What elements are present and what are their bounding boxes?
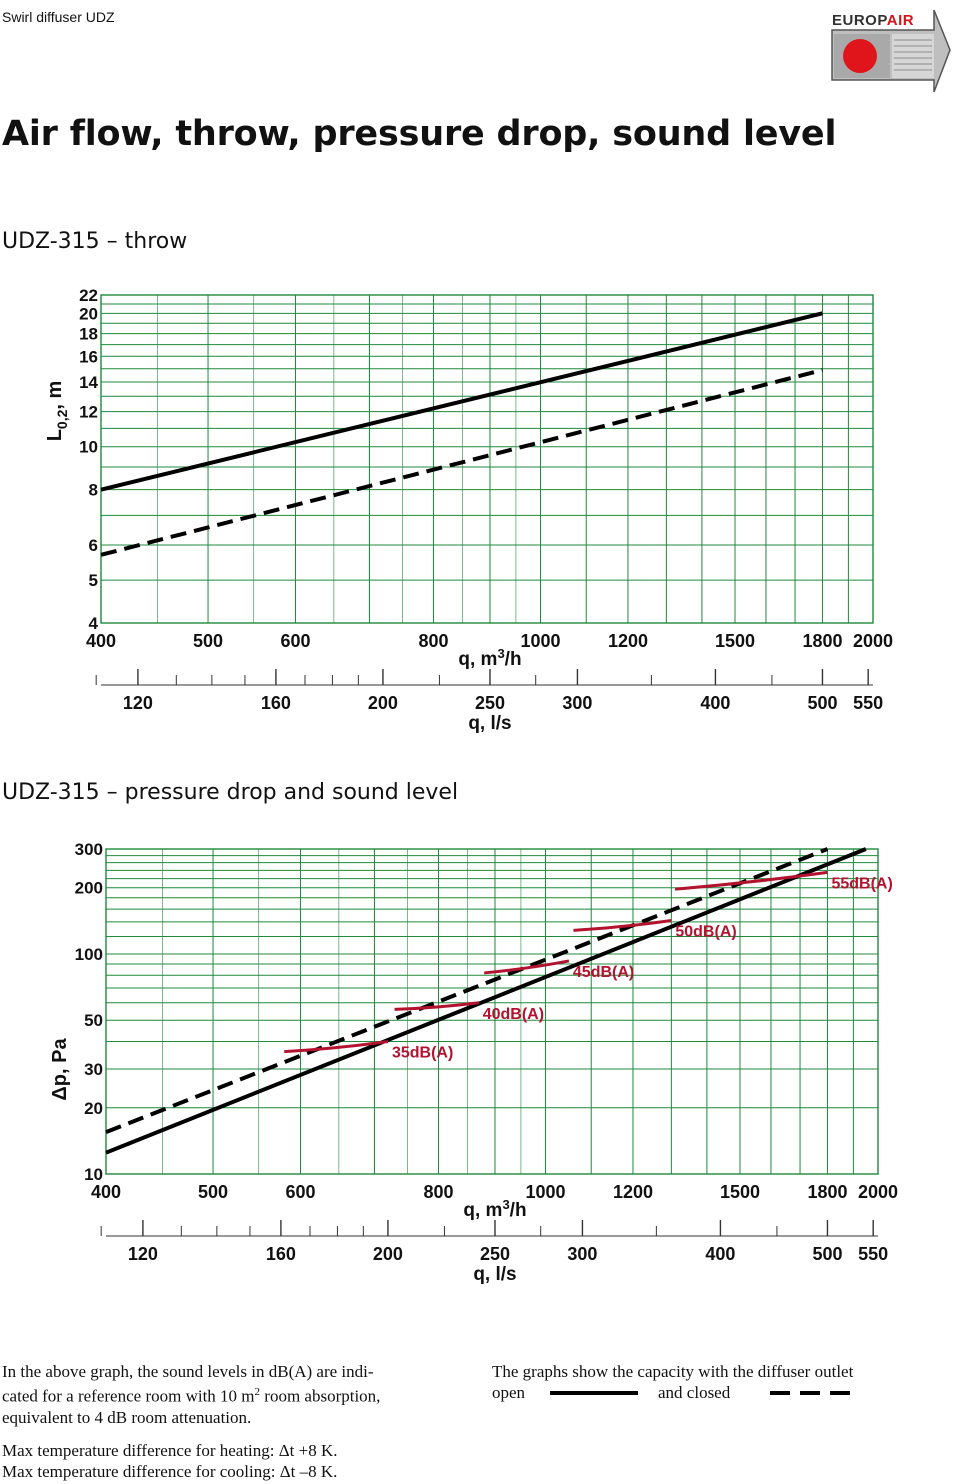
legend-dashed-line	[770, 1391, 860, 1395]
x-tick-label: 800	[423, 1182, 453, 1202]
legend-row: open and closed	[492, 1382, 952, 1403]
x-tick-label: 500	[198, 1182, 228, 1202]
sound-level-curve	[394, 1001, 479, 1011]
y-tick-label: 100	[75, 945, 103, 964]
x-tick-label: 400	[91, 1182, 121, 1202]
x-tick-label: 500	[193, 631, 223, 651]
secondary-tick-label: 500	[807, 693, 837, 713]
plot-frame	[105, 848, 879, 1175]
secondary-tick-label: 300	[562, 693, 592, 713]
sound-level-label: 40dB(A)	[483, 1006, 544, 1023]
legend-closed-label: and closed	[658, 1383, 731, 1402]
x-tick-label: 1800	[802, 631, 842, 651]
y-tick-label: 300	[75, 840, 103, 859]
y-tick-label: 30	[84, 1060, 103, 1079]
x-tick-label: 1200	[608, 631, 648, 651]
y-tick-label: 22	[79, 286, 98, 305]
secondary-tick-label: 160	[261, 693, 291, 713]
secondary-axis-label: q, l/s	[473, 1264, 516, 1285]
document-name: Swirl diffuser UDZ	[2, 9, 115, 25]
sound-level-label: 55dB(A)	[831, 875, 892, 892]
x-tick-label: 800	[418, 631, 448, 651]
secondary-tick-label: 400	[700, 693, 730, 713]
y-tick-label: 10	[79, 438, 98, 457]
secondary-tick-label: 500	[812, 1244, 842, 1264]
secondary-tick-label: 250	[475, 693, 505, 713]
secondary-tick-label: 550	[858, 1244, 888, 1264]
temperature-notes: Max temperature difference for heating: …	[2, 1440, 602, 1482]
sound-note-line-3: equivalent to 4 dB room attenuation.	[2, 1407, 252, 1427]
sound-level-label: 35dB(A)	[392, 1045, 453, 1062]
y-tick-label: 20	[79, 304, 98, 323]
page-title: Air flow, throw, pressure drop, sound le…	[2, 114, 837, 154]
x-tick-label: 1000	[520, 631, 560, 651]
pressure-sound-chart: 10 20 30 50 100 200 300 400 500 600 800 1000 1200 150…	[49, 840, 898, 1285]
logo-graphic	[831, 9, 951, 93]
secondary-tick-label: 300	[567, 1244, 597, 1264]
legend-solid-line	[550, 1391, 638, 1395]
secondary-tick-label: 120	[128, 1244, 158, 1264]
sound-level-label: 50dB(A)	[675, 923, 736, 940]
y-axis-label: Δp, Pa	[49, 1038, 71, 1101]
sound-level-curve	[284, 1040, 389, 1054]
series-line-open	[100, 311, 823, 492]
secondary-tick-label: 250	[480, 1244, 510, 1264]
x-tick-label: 1800	[807, 1182, 847, 1202]
sound-level-curve	[674, 870, 828, 891]
y-tick-label: 200	[75, 879, 103, 898]
series-line-closed	[100, 368, 823, 557]
sound-level-curve	[484, 959, 570, 975]
sound-note-line-1: In the above graph, the sound levels in …	[2, 1362, 374, 1381]
y-tick-label: 50	[84, 1011, 103, 1030]
x-tick-label: 1200	[613, 1182, 653, 1202]
legend-open-label: open	[492, 1383, 526, 1402]
logo-wordmark: EUROPAIR	[832, 12, 915, 29]
secondary-tick-label: 200	[373, 1244, 403, 1264]
y-tick-label: 4	[89, 614, 99, 633]
y-tick-label: 10	[84, 1165, 103, 1184]
heating-note: Max temperature difference for heating: …	[2, 1441, 338, 1460]
y-tick-label: 18	[79, 325, 98, 344]
plot-frame	[100, 294, 874, 624]
y-tick-label: 8	[89, 481, 98, 500]
sound-level-label: 45dB(A)	[573, 964, 634, 981]
sound-level-curve	[573, 918, 672, 932]
sound-note-line-2: cated for a reference room with 10 m2 ro…	[2, 1386, 381, 1406]
y-tick-label: 12	[79, 403, 98, 422]
chart-title-throw: UDZ-315 – throw	[2, 229, 188, 254]
series-line-closed	[105, 847, 829, 1134]
x-tick-label: 1500	[720, 1182, 760, 1202]
x-tick-label: 2000	[853, 631, 893, 651]
x-axis-label: q, m3/h	[463, 1197, 526, 1221]
x-tick-label: 600	[280, 631, 310, 651]
x-tick-label: 1500	[715, 631, 755, 651]
y-tick-label: 16	[79, 347, 98, 366]
y-tick-label: 20	[84, 1099, 103, 1118]
cooling-note: Max temperature difference for cooling: …	[2, 1462, 338, 1481]
secondary-axis-label: q, l/s	[468, 713, 511, 734]
secondary-tick-label: 400	[705, 1244, 735, 1264]
secondary-tick-label: 120	[123, 693, 153, 713]
legend-caption: The graphs show the capacity with the di…	[492, 1362, 854, 1381]
sound-level-note: In the above graph, the sound levels in …	[2, 1361, 472, 1428]
y-axis-label: L0,2, m	[44, 381, 70, 442]
x-axis-label: q, m3/h	[458, 646, 521, 670]
series-line-open	[105, 847, 867, 1155]
europair-logo: EUROPAIR	[828, 4, 954, 96]
secondary-tick-label: 550	[853, 693, 883, 713]
chart-title-pressure: UDZ-315 – pressure drop and sound level	[2, 780, 459, 805]
y-tick-label: 14	[79, 373, 98, 392]
x-tick-label: 2000	[858, 1182, 898, 1202]
y-tick-label: 6	[89, 536, 98, 555]
line-style-legend: The graphs show the capacity with the di…	[492, 1361, 952, 1403]
x-tick-label: 600	[285, 1182, 315, 1202]
x-tick-label: 1000	[525, 1182, 565, 1202]
x-tick-label: 400	[86, 631, 116, 651]
secondary-tick-label: 160	[266, 1244, 296, 1264]
secondary-tick-label: 200	[368, 693, 398, 713]
y-tick-label: 5	[89, 571, 98, 590]
